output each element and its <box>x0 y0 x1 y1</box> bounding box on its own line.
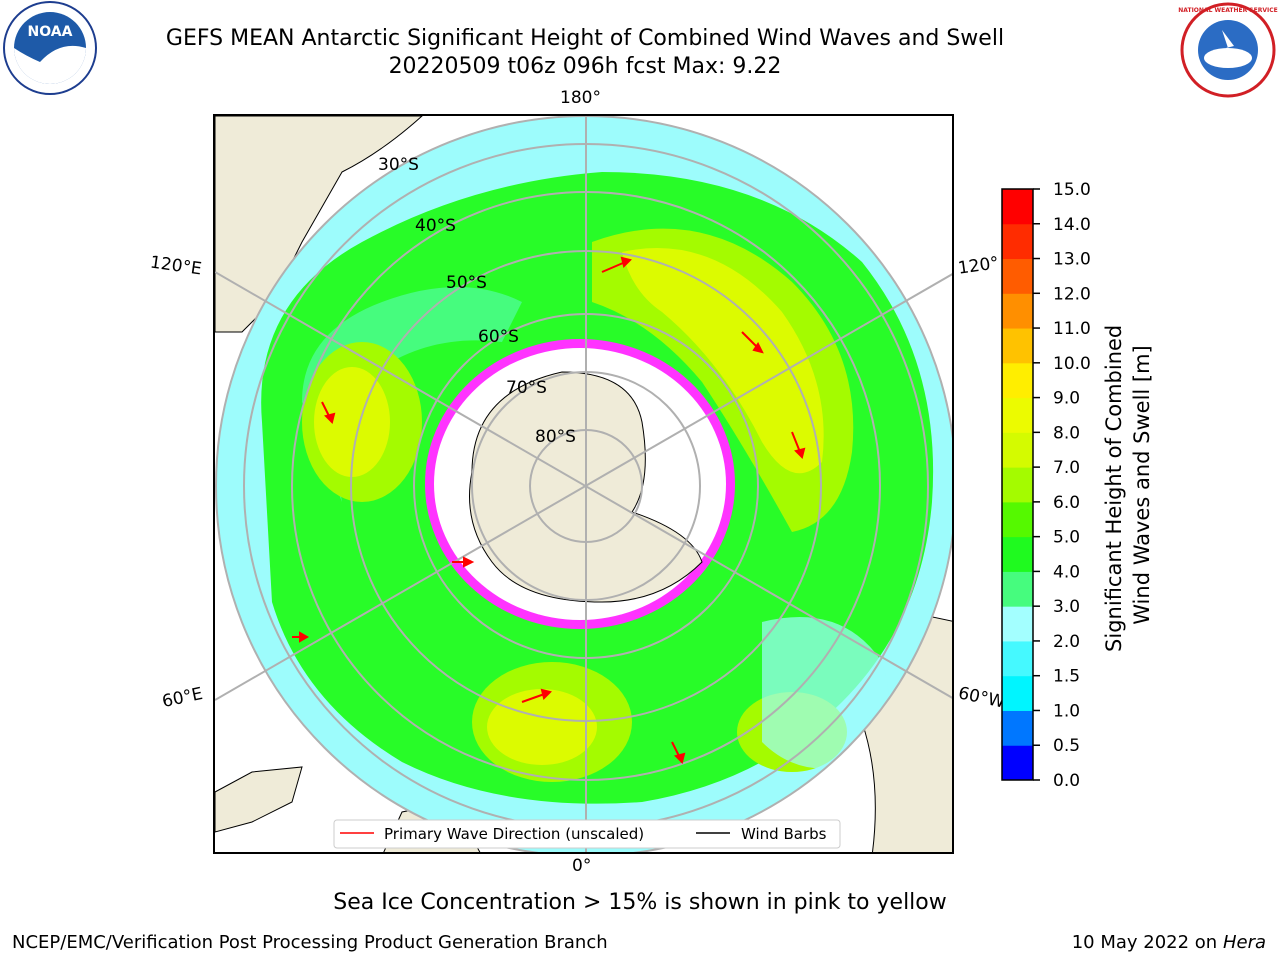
colorbar-band <box>1002 536 1033 572</box>
colorbar-band <box>1002 293 1033 329</box>
colorbar-band <box>1002 328 1033 364</box>
colorbar-band <box>1002 362 1033 399</box>
colorbar-tick-label: 8.0 <box>1053 423 1080 443</box>
colorbar-label-line1: Significant Height of Combined <box>1102 325 1126 652</box>
colorbar-band <box>1002 745 1033 781</box>
wave-direction-arrows <box>292 256 806 764</box>
wind-barbs-legend-label: Wind Barbs <box>741 825 827 843</box>
colorbar-tick-label: 5.0 <box>1053 528 1080 548</box>
noaa-logo: NOAA <box>3 1 97 95</box>
colorbar-band <box>1002 467 1033 503</box>
colorbar-tick-label: 15.0 <box>1053 180 1090 200</box>
colorbar-band <box>1002 640 1033 677</box>
svg-text:NOAA: NOAA <box>28 24 73 40</box>
colorbar-label-line2: Wind Waves and Swell [m] <box>1130 345 1154 625</box>
colorbar-band <box>1002 710 1033 746</box>
colorbar-tick-label: 0.5 <box>1053 736 1080 756</box>
colorbar-tick-label: 13.0 <box>1053 250 1090 270</box>
colorbar-band <box>1002 189 1033 225</box>
colorbar-tick-label: 0.0 <box>1053 771 1080 791</box>
lat-label-50s: 50°S <box>446 273 487 293</box>
polar-map: 30°S 40°S 50°S 60°S 70°S 80°S Primary Wa… <box>213 114 954 854</box>
footer-host: Hera <box>1222 932 1266 953</box>
colorbar-band <box>1002 606 1033 642</box>
lon-label-120e: 120°E <box>148 252 203 280</box>
colorbar-tick-label: 9.0 <box>1053 389 1080 409</box>
wave-direction-legend-label: Primary Wave Direction (unscaled) <box>384 825 644 843</box>
footer-date: 10 May 2022 on Hera <box>1072 932 1266 953</box>
colorbar-tick-label: 14.0 <box>1053 215 1090 235</box>
nws-logo: NATIONAL WEATHER SERVICE <box>1178 2 1278 98</box>
map-title: GEFS MEAN Antarctic Significant Height o… <box>165 26 1005 51</box>
colorbar-band <box>1002 432 1033 468</box>
map-legend: Primary Wave Direction (unscaled) Wind B… <box>333 819 841 849</box>
colorbar-tick-label: 11.0 <box>1053 319 1090 339</box>
colorbar-band <box>1002 397 1033 433</box>
colorbar-band <box>1002 501 1033 538</box>
colorbar-tick-label: 1.5 <box>1053 667 1080 687</box>
colorbar: 0.0 0.5 1.0 1.5 2.0 3.0 4.0 5.0 6.0 7.0 8.0 9.0 10.0… <box>1001 180 1090 791</box>
colorbar-band <box>1002 571 1033 607</box>
sea-ice-note: Sea Ice Concentration > 15% is shown in … <box>333 890 947 915</box>
colorbar-tick-label: 2.0 <box>1053 632 1080 652</box>
lon-label-0: 0° <box>572 856 592 876</box>
lat-label-70s: 70°S <box>506 378 547 398</box>
lon-label-180: 180° <box>560 88 601 108</box>
colorbar-band <box>1002 258 1033 294</box>
map-subtitle: 20220509 t06z 096h fcst Max: 9.22 <box>388 54 782 79</box>
footer-date-text: 10 May 2022 on <box>1071 932 1218 953</box>
lat-label-30s: 30°S <box>378 155 419 175</box>
colorbar-tick-label: 6.0 <box>1053 493 1080 513</box>
lat-label-80s: 80°S <box>535 427 576 447</box>
svg-text:NATIONAL WEATHER SERVICE: NATIONAL WEATHER SERVICE <box>1178 7 1277 14</box>
footer-credit: NCEP/EMC/Verification Post Processing Pr… <box>12 932 608 953</box>
colorbar-band <box>1002 223 1033 260</box>
colorbar-tick-label: 12.0 <box>1053 284 1090 304</box>
colorbar-tick-label: 1.0 <box>1053 701 1080 721</box>
lat-label-40s: 40°S <box>415 216 456 236</box>
colorbar-tick-label: 4.0 <box>1053 562 1080 582</box>
lon-label-60e: 60°E <box>160 683 205 713</box>
meridian-grid <box>215 116 952 852</box>
sea-ice-edge <box>425 339 735 629</box>
colorbar-tick-label: 7.0 <box>1053 458 1080 478</box>
lat-label-60s: 60°S <box>478 327 519 347</box>
colorbar-tick-label: 3.0 <box>1053 597 1080 617</box>
colorbar-label: Significant Height of Combined Wind Wave… <box>1102 318 1154 652</box>
colorbar-band <box>1002 675 1033 711</box>
colorbar-tick-label: 10.0 <box>1053 354 1090 374</box>
